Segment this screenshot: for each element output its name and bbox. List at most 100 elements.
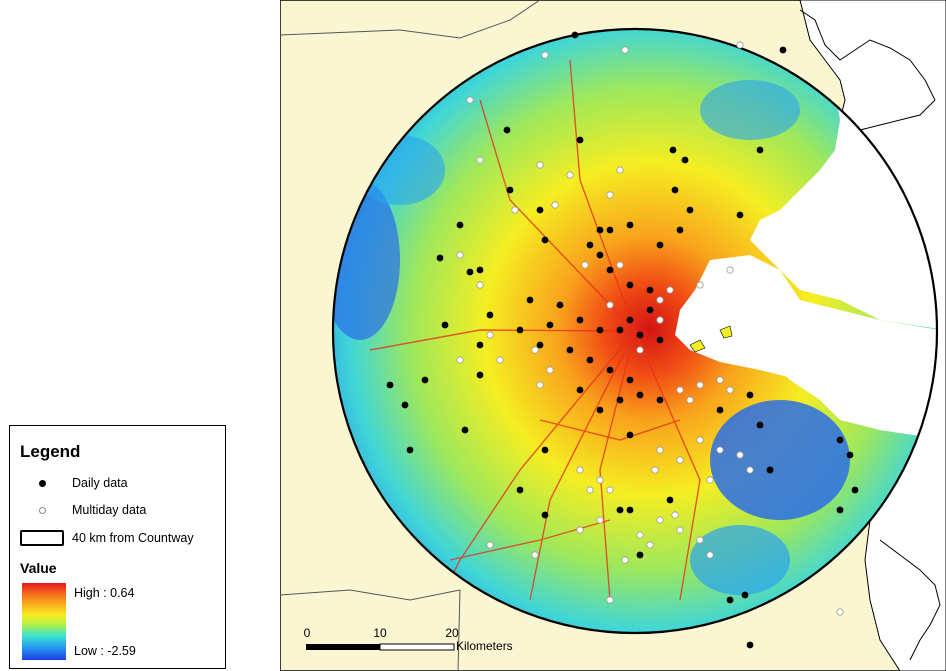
multiday-site-marker <box>696 281 704 289</box>
multiday-site-marker <box>576 526 584 534</box>
multiday-site-marker <box>566 171 574 179</box>
boundary-symbol-icon <box>20 530 64 546</box>
legend-panel: Legend Daily data Multiday data 40 km fr… <box>9 425 226 669</box>
daily-site-marker <box>401 401 409 409</box>
daily-site-marker <box>741 591 749 599</box>
state-boundary <box>280 589 461 601</box>
multiday-site-marker <box>476 281 484 289</box>
daily-site-marker <box>756 146 764 154</box>
daily-site-marker <box>676 226 684 234</box>
multiday-site-marker <box>716 376 724 384</box>
island <box>719 325 733 339</box>
daily-site-marker <box>626 376 634 384</box>
road-network <box>369 59 701 621</box>
multiday-site-marker <box>616 166 624 174</box>
daily-site-marker <box>566 346 574 354</box>
multiday-site-marker <box>486 541 494 549</box>
daily-site-marker <box>571 31 579 39</box>
color-ramp <box>22 583 66 660</box>
monitoring-sites <box>386 31 859 649</box>
daily-site-marker <box>686 206 694 214</box>
multiday-site-marker <box>686 396 694 404</box>
daily-site-marker <box>486 311 494 319</box>
daily-site-marker <box>616 326 624 334</box>
coastline-south <box>879 539 941 661</box>
daily-site-marker <box>586 241 594 249</box>
multiday-site-marker <box>486 331 494 339</box>
state-boundary <box>457 589 461 671</box>
daily-site-marker <box>746 641 754 649</box>
daily-site-marker <box>726 596 734 604</box>
low-value-area <box>710 400 850 520</box>
multiday-site-marker <box>656 516 664 524</box>
multiday-site-marker <box>676 456 684 464</box>
multiday-site-marker <box>581 261 589 269</box>
multiday-site-marker <box>536 161 544 169</box>
daily-site-marker <box>441 321 449 329</box>
multiday-site-marker <box>456 356 464 364</box>
daily-site-marker <box>736 211 744 219</box>
low-value-area <box>690 525 790 595</box>
daily-site-marker <box>626 221 634 229</box>
daily-site-marker <box>526 296 534 304</box>
daily-site-marker <box>626 281 634 289</box>
daily-site-marker <box>386 381 394 389</box>
multiday-site-marker <box>551 201 559 209</box>
daily-site-marker <box>546 321 554 329</box>
daily-site-marker <box>626 316 634 324</box>
legend-title: Legend <box>20 442 81 461</box>
multiday-site-marker <box>716 446 724 454</box>
daily-site-marker <box>596 326 604 334</box>
daily-site-marker <box>586 356 594 364</box>
multiday-site-marker <box>536 381 544 389</box>
multiday-site-marker <box>476 156 484 164</box>
daily-site-marker <box>656 336 664 344</box>
daily-site-marker <box>476 266 484 274</box>
multiday-site-marker <box>546 366 554 374</box>
multiday-site-marker <box>726 266 734 274</box>
multiday-site-marker <box>596 516 604 524</box>
daily-site-marker <box>606 266 614 274</box>
multiday-site-marker <box>706 476 714 484</box>
multiday-site-marker <box>636 531 644 539</box>
legend-high-label: High : 0.64 <box>74 586 135 600</box>
scale-tick-20: 20 <box>445 626 459 640</box>
daily-site-marker <box>541 236 549 244</box>
daily-site-marker <box>596 251 604 259</box>
multiday-marker-icon <box>38 506 46 514</box>
daily-site-marker <box>606 226 614 234</box>
daily-site-marker <box>536 206 544 214</box>
daily-site-marker <box>541 511 549 519</box>
multiday-site-marker <box>746 466 754 474</box>
daily-site-marker <box>406 446 414 454</box>
daily-site-marker <box>681 156 689 164</box>
daily-site-marker <box>646 306 654 314</box>
multiday-site-marker <box>606 301 614 309</box>
daily-site-marker <box>646 286 654 294</box>
multiday-site-marker <box>736 41 744 49</box>
daily-site-marker <box>596 226 604 234</box>
daily-site-marker <box>461 426 469 434</box>
daily-site-marker <box>636 551 644 559</box>
legend-value-title: Value <box>20 560 57 576</box>
daily-site-marker <box>716 406 724 414</box>
map-canvas: 0 10 20 Kilometers <box>280 0 946 671</box>
daily-site-marker <box>636 391 644 399</box>
daily-site-marker <box>666 496 674 504</box>
multiday-site-marker <box>621 46 629 54</box>
coastline-north <box>799 9 936 141</box>
multiday-site-marker <box>621 556 629 564</box>
daily-site-marker <box>576 316 584 324</box>
multiday-site-marker <box>531 551 539 559</box>
multiday-site-marker <box>596 476 604 484</box>
legend-item-daily: Daily data <box>20 476 128 490</box>
daily-site-marker <box>656 241 664 249</box>
daily-site-marker <box>476 341 484 349</box>
multiday-site-marker <box>726 386 734 394</box>
daily-site-marker <box>576 386 584 394</box>
multiday-site-marker <box>696 436 704 444</box>
daily-site-marker <box>506 186 514 194</box>
daily-site-marker <box>516 326 524 334</box>
scale-unit: Kilometers <box>456 639 513 653</box>
daily-site-marker <box>626 506 634 514</box>
